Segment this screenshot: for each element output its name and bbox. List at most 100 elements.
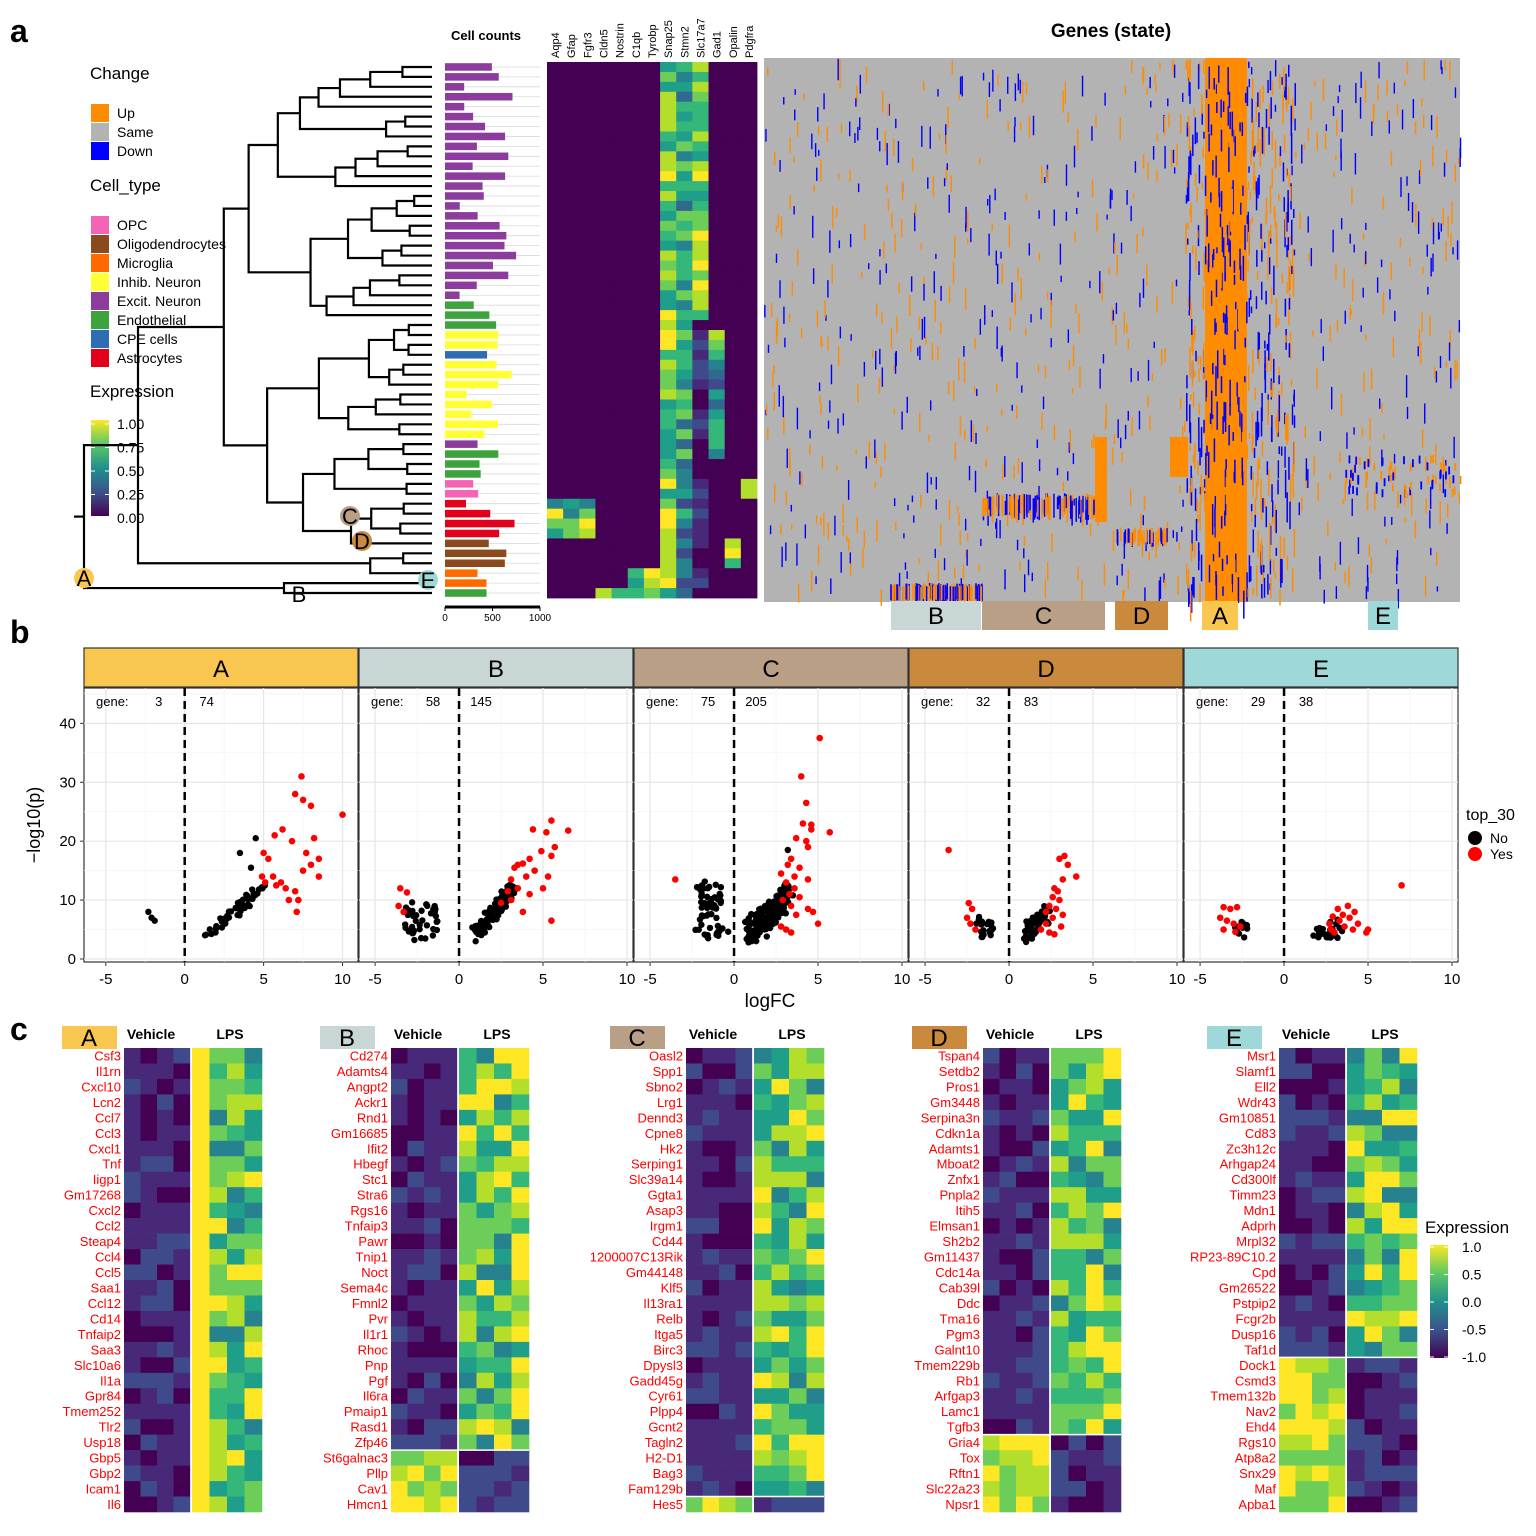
heatmap-cell-lps xyxy=(1399,1403,1418,1420)
heatmap-cell-vehicle xyxy=(1312,1078,1329,1095)
heatmap-cell-vehicle xyxy=(140,1481,158,1497)
heatmap-cell-vehicle xyxy=(1032,1450,1050,1466)
heatmap-cell-lps xyxy=(1086,1233,1104,1250)
heatmap-cell-lps xyxy=(754,1280,772,1296)
gene-state-stripe xyxy=(1452,475,1455,484)
cell-count-bar xyxy=(445,351,488,359)
gene-state-stripe xyxy=(842,504,844,524)
heatmap-cell-lps xyxy=(209,1109,228,1126)
gene-state-stripe xyxy=(1269,197,1272,213)
cell-count-bar xyxy=(445,112,474,121)
heatmap-cell-lps xyxy=(1068,1109,1087,1126)
marker-heatmap-cell xyxy=(611,270,629,281)
heatmap-cell-vehicle xyxy=(173,1496,191,1513)
heatmap-cell-vehicle xyxy=(391,1109,408,1126)
marker-heatmap-cell xyxy=(676,171,693,182)
heatmap-cell-vehicle xyxy=(1032,1280,1050,1296)
gene-state-stripe xyxy=(1373,462,1376,471)
gene-state-stripe xyxy=(1251,130,1254,157)
marker-heatmap-cell xyxy=(660,81,677,93)
gene-state-stripe xyxy=(1217,381,1220,388)
marker-heatmap-cell xyxy=(708,161,726,172)
gene-state-stripe xyxy=(1216,525,1218,547)
gene-state-stripe xyxy=(1445,361,1448,368)
gene-state-stripe xyxy=(1215,366,1217,397)
heatmap-cell-vehicle xyxy=(440,1249,458,1265)
gene-state-stripe xyxy=(804,524,807,539)
gene-state-stripe xyxy=(1196,132,1198,143)
marker-heatmap-cell xyxy=(547,508,564,519)
heatmap-cell-lps xyxy=(476,1218,495,1234)
heatmap-gene-label: Znfx1 xyxy=(947,1172,980,1187)
heatmap-cell-vehicle xyxy=(140,1156,158,1173)
marker-heatmap-cell xyxy=(627,121,645,132)
gene-state-stripe xyxy=(1176,143,1178,167)
marker-heatmap-cell xyxy=(692,121,709,132)
gene-state-stripe xyxy=(1239,555,1241,571)
heatmap-cell-lps xyxy=(192,1063,210,1080)
heatmap-cell-vehicle xyxy=(173,1419,191,1435)
heatmap-cell-lps xyxy=(494,1372,512,1389)
gene-state-stripe xyxy=(773,391,776,411)
heatmap-cell-lps xyxy=(192,1249,210,1265)
point-yes xyxy=(1346,914,1353,922)
heatmap-cell-lps xyxy=(1051,1063,1069,1080)
marker-heatmap-cell xyxy=(595,518,613,529)
gene-state-stripe xyxy=(1197,514,1199,523)
marker-heatmap-cell xyxy=(547,568,564,579)
gene-state-stripe xyxy=(1060,497,1062,512)
gene-state-stripe xyxy=(829,230,831,253)
heatmap-gene-label: Galnt10 xyxy=(934,1342,980,1357)
heatmap-cell-lps xyxy=(1086,1078,1104,1095)
heatmap-gene-label: Npsr1 xyxy=(945,1497,980,1512)
heatmap-cell-vehicle xyxy=(1295,1156,1313,1173)
gene-state-stripe xyxy=(1071,387,1074,394)
gene-state-stripe xyxy=(1001,494,1003,517)
gene-state-stripe xyxy=(797,249,799,266)
marker-heatmap-cell xyxy=(547,548,564,559)
gene-state-stripe xyxy=(1227,106,1229,126)
marker-heatmap-cell xyxy=(627,91,645,103)
heatmap-gene-label: Lrg1 xyxy=(657,1095,683,1110)
gene-state-stripe xyxy=(1443,162,1446,177)
heatmap-cell-vehicle xyxy=(157,1465,174,1482)
heatmap-cell-lps xyxy=(1103,1218,1122,1234)
marker-heatmap-cell xyxy=(740,439,758,450)
cell-count-tick-label: 1000 xyxy=(529,613,552,624)
marker-heatmap-cell xyxy=(563,91,580,103)
heatmap-cell-vehicle xyxy=(424,1063,441,1080)
gene-state-stripe xyxy=(1189,347,1191,377)
gene-state-stripe xyxy=(1283,67,1285,91)
marker-heatmap-cell xyxy=(708,349,726,361)
heatmap-cell-vehicle xyxy=(999,1372,1017,1389)
marker-heatmap-cell xyxy=(627,240,645,251)
cell-count-bar xyxy=(445,182,483,190)
point-yes xyxy=(551,843,559,851)
gene-state-stripe xyxy=(1449,475,1451,483)
marker-heatmap-cell xyxy=(643,369,661,381)
marker-heatmap-cell xyxy=(660,568,677,579)
heatmap-cell-lps xyxy=(1364,1280,1383,1296)
heatmap-cell-vehicle xyxy=(983,1434,1000,1451)
gene-state-stripe xyxy=(1278,446,1281,455)
heatmap-cell-lps xyxy=(511,1280,530,1296)
heatmap-cell-vehicle xyxy=(1032,1264,1050,1281)
gene-state-stripe xyxy=(1108,267,1110,275)
gene-state-stripe xyxy=(984,305,986,325)
heatmap-cell-lps xyxy=(511,1372,530,1389)
heatmap-cell-lps xyxy=(1347,1419,1365,1435)
heatmap-cell-lps xyxy=(754,1403,772,1420)
heatmap-cell-lps xyxy=(227,1125,245,1142)
heatmap-cell-lps xyxy=(789,1341,807,1358)
heatmap-cell-lps xyxy=(192,1140,210,1157)
heatmap-gene-label: Il6 xyxy=(107,1497,121,1512)
gene-state-stripe xyxy=(1053,425,1056,440)
heatmap-cell-lps xyxy=(192,1280,210,1296)
gene-state-stripe xyxy=(1287,202,1289,212)
heatmap-cell-vehicle xyxy=(391,1078,408,1095)
gene-state-stripe xyxy=(881,312,883,324)
gene-state-stripe xyxy=(1339,452,1341,463)
gene-state-stripe xyxy=(1344,481,1346,502)
heatmap-cell-lps xyxy=(476,1481,495,1497)
marker-heatmap-cell xyxy=(740,171,758,182)
